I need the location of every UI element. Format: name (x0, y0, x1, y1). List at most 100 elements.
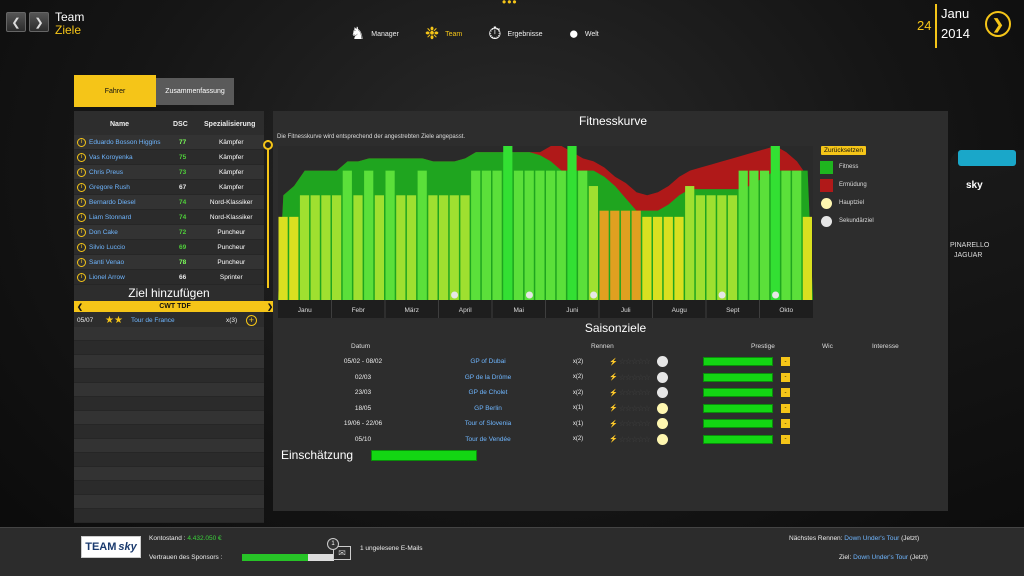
rider-dsc: 74 (178, 213, 187, 221)
rider-row[interactable]: i Gregore Rush 67 Kämpfer (74, 180, 264, 195)
season-goal-row[interactable]: 05/10 Tour de Vendée x(2) ⚡ ☆☆☆☆☆ - (313, 432, 790, 448)
rider-row[interactable]: i Don Cake 72 Puncheur (74, 225, 264, 240)
form-bar (439, 195, 449, 300)
chevron-left-icon[interactable]: ❮ (77, 303, 83, 311)
season-goal-row[interactable]: 23/03 GP de Cholet x(2) ⚡ ☆☆☆☆☆ - (313, 385, 790, 401)
rider-row[interactable]: i Santi Venao 78 Puncheur (74, 255, 264, 270)
goal-date: 05/07 (77, 316, 94, 324)
rider-name[interactable]: Don Cake (89, 228, 118, 236)
next-race-when: (Jetzt) (901, 535, 920, 542)
info-icon[interactable]: i (77, 257, 86, 267)
next-race-link[interactable]: Down Under's Tour (844, 535, 900, 542)
scroll-thumb[interactable] (263, 140, 273, 150)
more-menu-icon[interactable]: ••• (502, 0, 518, 9)
empty-goal-row (74, 397, 264, 411)
col-name-header[interactable]: Name (110, 121, 130, 128)
rider-row[interactable]: i Lionel Arrow 66 Sprinter (74, 270, 264, 285)
season-race[interactable]: Tour de Vendée (465, 435, 511, 443)
info-icon[interactable]: i (77, 212, 86, 222)
rider-name[interactable]: Vas Koroyenka (89, 153, 133, 161)
empty-goal-row (74, 341, 264, 355)
mail-icon[interactable]: ✉ (333, 546, 351, 560)
form-bar (706, 195, 716, 300)
info-icon[interactable]: i (77, 272, 86, 282)
chevron-right-icon[interactable]: ❯ (267, 303, 273, 311)
rider-name[interactable]: Lionel Arrow (89, 273, 125, 281)
rider-row[interactable]: i Bernardo Diesel 74 Nord-Klassiker (74, 195, 264, 210)
rider-row[interactable]: i Vas Koroyenka 75 Kämpfer (74, 150, 264, 165)
next-race-label: Nächstes Rennen: (789, 535, 843, 542)
rider-name[interactable]: Bernardo Diesel (89, 198, 136, 206)
interest-bar (703, 372, 773, 382)
rider-dsc: 77 (178, 138, 187, 146)
month-tick-label: Augu (672, 307, 688, 314)
secondary-goal-marker (590, 291, 598, 299)
season-goal-row[interactable]: 05/02 - 08/02 GP of Dubai x(2) ⚡ ☆☆☆☆☆ - (313, 354, 790, 370)
team-logo-sky: sky (118, 541, 137, 553)
interest-adjust-button[interactable]: - (781, 372, 790, 382)
goal-race[interactable]: Tour de France (130, 316, 175, 324)
season-goal-row[interactable]: 02/03 GP de la Drôme x(2) ⚡ ☆☆☆☆☆ - (313, 370, 790, 386)
interest-adjust-button[interactable]: - (781, 419, 790, 429)
info-icon[interactable]: i (77, 242, 86, 252)
season-race[interactable]: GP Berlin (474, 404, 502, 412)
col-spec-header[interactable]: Spezialisierung (204, 121, 256, 128)
bolt-icon: ⚡ (609, 420, 618, 428)
nav-team[interactable]: ❉ Team (425, 24, 462, 44)
form-bar (642, 216, 652, 300)
info-icon[interactable]: i (77, 167, 86, 177)
nav-welt[interactable]: ● Welt (569, 24, 599, 44)
goal-row[interactable]: 05/07 ★ ★ Tour de France x(3) + (74, 313, 276, 327)
goal-selector[interactable]: ❮ CWT TDF ❯ (74, 301, 276, 312)
rider-row[interactable]: i Silvio Luccio 69 Puncheur (74, 240, 264, 255)
info-icon[interactable]: i (77, 197, 86, 207)
season-race[interactable]: GP de la Drôme (464, 373, 512, 381)
interest-adjust-button[interactable]: - (781, 388, 790, 398)
season-goal-row[interactable]: 19/06 - 22/06 Tour of Slovenia x(1) ⚡ ☆☆☆☆☆ - (313, 416, 790, 432)
form-bar (385, 170, 395, 300)
add-goal-icon[interactable]: + (245, 314, 257, 326)
secondary-goal-marker (718, 291, 726, 299)
goal-link[interactable]: Down Under's Tour (853, 554, 909, 561)
info-icon[interactable]: i (77, 227, 86, 237)
rider-row[interactable]: i Eduardo Bosson Higgins 77 Kämpfer (74, 135, 264, 150)
jersey-decoration: sky PINARELLO JAGUAR (950, 150, 1024, 520)
reset-button[interactable]: Zurücksetzen (821, 146, 867, 155)
col-dsc-header[interactable]: DSC (173, 121, 188, 128)
rider-spec: Puncheur (217, 243, 246, 251)
rider-name[interactable]: Silvio Luccio (89, 243, 126, 251)
empty-goal-row (74, 327, 264, 341)
info-icon[interactable]: i (77, 137, 86, 147)
interest-adjust-button[interactable]: - (781, 403, 790, 413)
next-day-button[interactable]: ❯ (985, 11, 1011, 37)
rider-dsc: 67 (178, 183, 187, 191)
rider-name[interactable]: Gregore Rush (89, 183, 130, 191)
rider-row[interactable]: i Liam Stonnard 74 Nord-Klassiker (74, 210, 264, 225)
rider-spec: Puncheur (217, 228, 246, 236)
interest-adjust-button[interactable]: - (781, 434, 790, 444)
back-button[interactable]: ❮ (6, 12, 26, 32)
season-race[interactable]: GP of Dubai (470, 358, 506, 366)
info-icon[interactable]: i (77, 182, 86, 192)
empty-goal-row (74, 383, 264, 397)
goal-type-dot (656, 402, 668, 414)
rider-name[interactable]: Liam Stonnard (89, 213, 132, 221)
rider-name[interactable]: Eduardo Bosson Higgins (89, 138, 161, 146)
season-race[interactable]: GP de Cholet (468, 389, 508, 397)
season-race[interactable]: Tour of Slovenia (464, 420, 512, 428)
rider-name[interactable]: Chris Preus (89, 168, 123, 176)
season-goal-row[interactable]: 18/05 GP Berlin x(1) ⚡ ☆☆☆☆☆ - (313, 401, 790, 417)
form-bar (567, 146, 577, 300)
mail-text[interactable]: 1 ungelesene E-Mails (360, 545, 423, 552)
fitness-chart: Janu Febr März April Mai Juni Juli Augu Sept Okto (278, 146, 813, 318)
nav-ergebnisse[interactable]: ⏱ Ergebnisse (488, 24, 542, 44)
info-icon[interactable]: i (77, 152, 86, 162)
tab-zusammenfassung[interactable]: Zusammenfassung (156, 78, 234, 105)
interest-adjust-button[interactable]: - (781, 357, 790, 367)
rider-name[interactable]: Santi Venao (89, 258, 125, 266)
rider-row[interactable]: i Chris Preus 73 Kämpfer (74, 165, 264, 180)
forward-button[interactable]: ❯ (29, 12, 49, 32)
tab-fahrer[interactable]: Fahrer (74, 75, 156, 107)
nav-manager[interactable]: ♞ Manager (350, 24, 399, 44)
rider-scrollbar[interactable] (263, 140, 273, 288)
